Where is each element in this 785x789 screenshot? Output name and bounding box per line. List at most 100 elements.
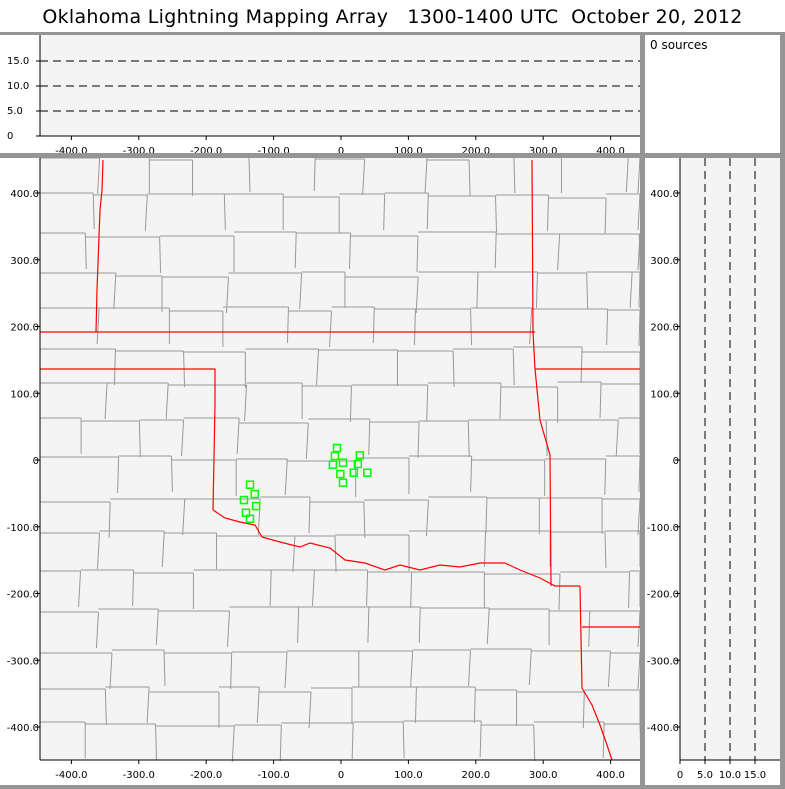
county-line (535, 271, 538, 309)
county-line (311, 569, 315, 607)
county-line (244, 384, 248, 422)
county-line (629, 271, 633, 309)
x-tick-label: 400.0 (596, 146, 625, 153)
county-line (470, 455, 473, 493)
county-line (473, 686, 476, 724)
county-line (313, 154, 316, 192)
county-line (223, 193, 226, 231)
lma-station-marker (250, 489, 259, 499)
y-tick-label: 5.0 (7, 106, 23, 117)
county-line (418, 606, 421, 644)
y-tick-label: -400.0 (647, 723, 679, 734)
y-tick-label: 400.0 (650, 189, 679, 200)
county-line (181, 419, 185, 457)
county-line (316, 348, 320, 386)
county-line (155, 723, 158, 761)
county-line (638, 455, 641, 493)
county-line (113, 272, 117, 310)
county-line (529, 307, 533, 345)
county-line (476, 271, 479, 309)
county-line (604, 531, 607, 569)
y-tick-label: -300.0 (7, 656, 39, 667)
county-line (606, 308, 609, 346)
county-boundaries (40, 154, 642, 763)
county-line (146, 686, 150, 724)
county-line (637, 498, 641, 536)
lma-station-marker (338, 478, 348, 487)
county-line (414, 686, 417, 724)
x-tick-label: 200.0 (461, 146, 490, 153)
x-tick-label: -300.0 (123, 770, 155, 781)
county-line (415, 276, 419, 314)
county-line (468, 159, 471, 197)
altitude-chart: 0 5.0 10.0 15.0 -400.0 -300.0 -200.0 -100.0 0 100… (7, 35, 640, 157)
county-line (599, 381, 602, 419)
county-line (165, 382, 169, 420)
county-line (638, 309, 641, 347)
county-line (92, 192, 95, 230)
lma-station-marker (328, 460, 338, 469)
lma-station-marker (245, 480, 255, 489)
x-tick-label: -100.0 (257, 146, 289, 153)
county-line (230, 652, 233, 690)
y-tick-label: 300.0 (650, 256, 679, 267)
county-line (138, 420, 141, 458)
x-tick-label: 5.0 (697, 770, 713, 781)
county-line (366, 569, 369, 607)
lma-station-marker (338, 458, 348, 467)
county-line (284, 458, 288, 496)
lma-station-marker (355, 451, 365, 460)
county-line (349, 385, 352, 423)
county-line (159, 236, 162, 274)
county-line (334, 535, 337, 573)
county-line (557, 233, 561, 271)
county-line (470, 308, 473, 346)
state-border (531, 159, 552, 587)
y-tick-label: 300.0 (10, 256, 39, 267)
lma-station-marker (349, 468, 359, 477)
county-line (615, 419, 619, 457)
county-line (155, 608, 159, 646)
county-line (292, 535, 296, 573)
county-line (170, 455, 173, 493)
county-line (628, 571, 631, 609)
county-line (383, 193, 386, 231)
county-line (104, 382, 108, 420)
x-tick-label: 100.0 (394, 146, 423, 153)
x-tick-label: 400.0 (596, 770, 625, 781)
y-tick-label: 400.0 (10, 189, 39, 200)
x-tick-label: 10.0 (719, 770, 741, 781)
county-line (78, 570, 82, 608)
county-line (305, 422, 309, 460)
county-line (269, 569, 272, 607)
x-tick-label: 100.0 (394, 770, 423, 781)
county-line (479, 720, 482, 758)
county-line (308, 691, 312, 729)
y-tick-label: 0 (673, 456, 679, 467)
y-tick-label: 200.0 (650, 323, 679, 334)
county-line (547, 194, 550, 232)
county-line (84, 232, 87, 270)
county-line (294, 231, 297, 269)
y-tick-label: 100.0 (650, 389, 679, 400)
lma-station-marker (330, 451, 340, 461)
y-tick-label: -200.0 (647, 590, 679, 601)
x-tick-label: -400.0 (55, 770, 87, 781)
sources-count: 0 sources (650, 38, 708, 52)
x-tick-label: -400.0 (55, 146, 87, 153)
county-line (372, 306, 375, 344)
x-tick-label: -200.0 (190, 770, 222, 781)
county-line (226, 610, 230, 648)
y-tick-label: -300.0 (647, 656, 679, 667)
county-line (602, 721, 605, 759)
county-line (467, 420, 470, 458)
county-line (494, 231, 497, 269)
y-tick-label: -100.0 (7, 523, 39, 534)
county-line (416, 235, 419, 273)
county-line (588, 610, 591, 648)
county-line (513, 156, 516, 194)
county-line (485, 496, 488, 534)
county-line (637, 156, 641, 194)
x-tick-label: 300.0 (529, 146, 558, 153)
x-tick-label: 0 (338, 770, 344, 781)
